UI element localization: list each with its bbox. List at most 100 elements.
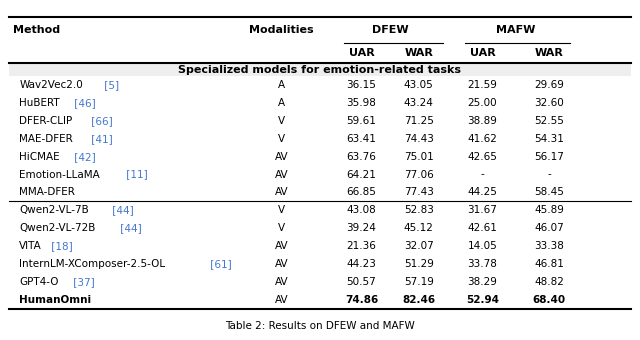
Text: 74.86: 74.86 — [345, 295, 378, 305]
Text: V: V — [278, 134, 285, 144]
Text: 35.98: 35.98 — [346, 98, 376, 108]
Text: UAR: UAR — [470, 48, 495, 58]
Text: Modalities: Modalities — [250, 25, 314, 35]
Text: 32.07: 32.07 — [404, 241, 434, 251]
Text: DFER-CLIP: DFER-CLIP — [19, 116, 72, 126]
Text: Emotion-LLaMA: Emotion-LLaMA — [19, 170, 100, 180]
Text: 29.69: 29.69 — [534, 80, 564, 90]
Text: 56.17: 56.17 — [534, 152, 564, 162]
Text: 77.43: 77.43 — [404, 187, 434, 198]
Text: Specialized models for emotion-related tasks: Specialized models for emotion-related t… — [179, 65, 461, 74]
Text: 32.60: 32.60 — [534, 98, 564, 108]
Text: 52.55: 52.55 — [534, 116, 564, 126]
Text: HuBERT: HuBERT — [19, 98, 60, 108]
Text: 52.94: 52.94 — [466, 295, 499, 305]
Text: V: V — [278, 116, 285, 126]
Text: A: A — [278, 80, 285, 90]
Text: HiCMAE: HiCMAE — [19, 152, 60, 162]
Text: 25.00: 25.00 — [468, 98, 497, 108]
Text: UAR: UAR — [349, 48, 374, 58]
Text: AV: AV — [275, 277, 289, 287]
Text: 45.12: 45.12 — [404, 223, 434, 233]
Text: V: V — [278, 205, 285, 215]
Text: [42]: [42] — [72, 152, 96, 162]
Text: 75.01: 75.01 — [404, 152, 434, 162]
Text: AV: AV — [275, 295, 289, 305]
Text: 63.41: 63.41 — [346, 134, 376, 144]
Text: 38.29: 38.29 — [468, 277, 497, 287]
Text: MAE-DFER: MAE-DFER — [19, 134, 73, 144]
Text: 43.08: 43.08 — [346, 205, 376, 215]
Text: AV: AV — [275, 170, 289, 180]
Text: AV: AV — [275, 187, 289, 198]
Text: [44]: [44] — [109, 205, 134, 215]
Text: WAR: WAR — [404, 48, 433, 58]
Text: [46]: [46] — [72, 98, 96, 108]
Text: [66]: [66] — [88, 116, 113, 126]
Text: 54.31: 54.31 — [534, 134, 564, 144]
Text: [61]: [61] — [207, 259, 232, 269]
Text: 21.36: 21.36 — [346, 241, 376, 251]
Text: 58.45: 58.45 — [534, 187, 564, 198]
Text: 33.78: 33.78 — [468, 259, 497, 269]
Text: 51.29: 51.29 — [404, 259, 434, 269]
Text: 21.59: 21.59 — [468, 80, 497, 90]
Text: 46.81: 46.81 — [534, 259, 564, 269]
Text: 33.38: 33.38 — [534, 241, 564, 251]
Text: 42.65: 42.65 — [468, 152, 497, 162]
Text: [18]: [18] — [49, 241, 73, 251]
Text: Qwen2-VL-7B: Qwen2-VL-7B — [19, 205, 89, 215]
Text: 38.89: 38.89 — [468, 116, 497, 126]
Text: 43.24: 43.24 — [404, 98, 434, 108]
Text: 82.46: 82.46 — [402, 295, 435, 305]
Text: 52.83: 52.83 — [404, 205, 434, 215]
Text: Method: Method — [13, 25, 60, 35]
Text: 43.05: 43.05 — [404, 80, 434, 90]
Text: A: A — [278, 98, 285, 108]
Text: 71.25: 71.25 — [404, 116, 434, 126]
Text: 77.06: 77.06 — [404, 170, 434, 180]
Text: DFEW: DFEW — [372, 25, 408, 35]
Text: V: V — [278, 223, 285, 233]
Text: InternLM-XComposer-2.5-OL: InternLM-XComposer-2.5-OL — [19, 259, 165, 269]
Text: WAR: WAR — [535, 48, 564, 58]
Text: AV: AV — [275, 152, 289, 162]
Text: 50.57: 50.57 — [346, 277, 376, 287]
Text: 14.05: 14.05 — [468, 241, 497, 251]
Text: 36.15: 36.15 — [346, 80, 376, 90]
Text: 44.23: 44.23 — [346, 259, 376, 269]
Text: AV: AV — [275, 259, 289, 269]
Text: -: - — [548, 170, 551, 180]
Text: VITA: VITA — [19, 241, 42, 251]
Text: Table 2: Results on DFEW and MAFW: Table 2: Results on DFEW and MAFW — [225, 321, 415, 331]
Text: AV: AV — [275, 241, 289, 251]
Text: 64.21: 64.21 — [346, 170, 376, 180]
Text: HumanOmni: HumanOmni — [19, 295, 92, 305]
Text: MAFW: MAFW — [496, 25, 536, 35]
Bar — [9, 63, 631, 76]
Text: Qwen2-VL-72B: Qwen2-VL-72B — [19, 223, 95, 233]
Text: 39.24: 39.24 — [346, 223, 376, 233]
Text: GPT4-O: GPT4-O — [19, 277, 59, 287]
Text: 42.61: 42.61 — [468, 223, 497, 233]
Text: [44]: [44] — [117, 223, 142, 233]
Text: 46.07: 46.07 — [534, 223, 564, 233]
Text: [41]: [41] — [88, 134, 113, 144]
Text: 74.43: 74.43 — [404, 134, 434, 144]
Text: 44.25: 44.25 — [468, 187, 497, 198]
Text: 41.62: 41.62 — [468, 134, 497, 144]
Text: 68.40: 68.40 — [533, 295, 566, 305]
Text: 48.82: 48.82 — [534, 277, 564, 287]
Text: 45.89: 45.89 — [534, 205, 564, 215]
Text: 57.19: 57.19 — [404, 277, 434, 287]
Text: [11]: [11] — [123, 170, 148, 180]
Text: 66.85: 66.85 — [346, 187, 376, 198]
Text: Wav2Vec2.0: Wav2Vec2.0 — [19, 80, 83, 90]
Text: -: - — [481, 170, 484, 180]
Text: [37]: [37] — [70, 277, 95, 287]
Text: 59.61: 59.61 — [346, 116, 376, 126]
Text: 31.67: 31.67 — [468, 205, 497, 215]
Text: [5]: [5] — [101, 80, 119, 90]
Text: 63.76: 63.76 — [346, 152, 376, 162]
Text: MMA-DFER: MMA-DFER — [19, 187, 75, 198]
